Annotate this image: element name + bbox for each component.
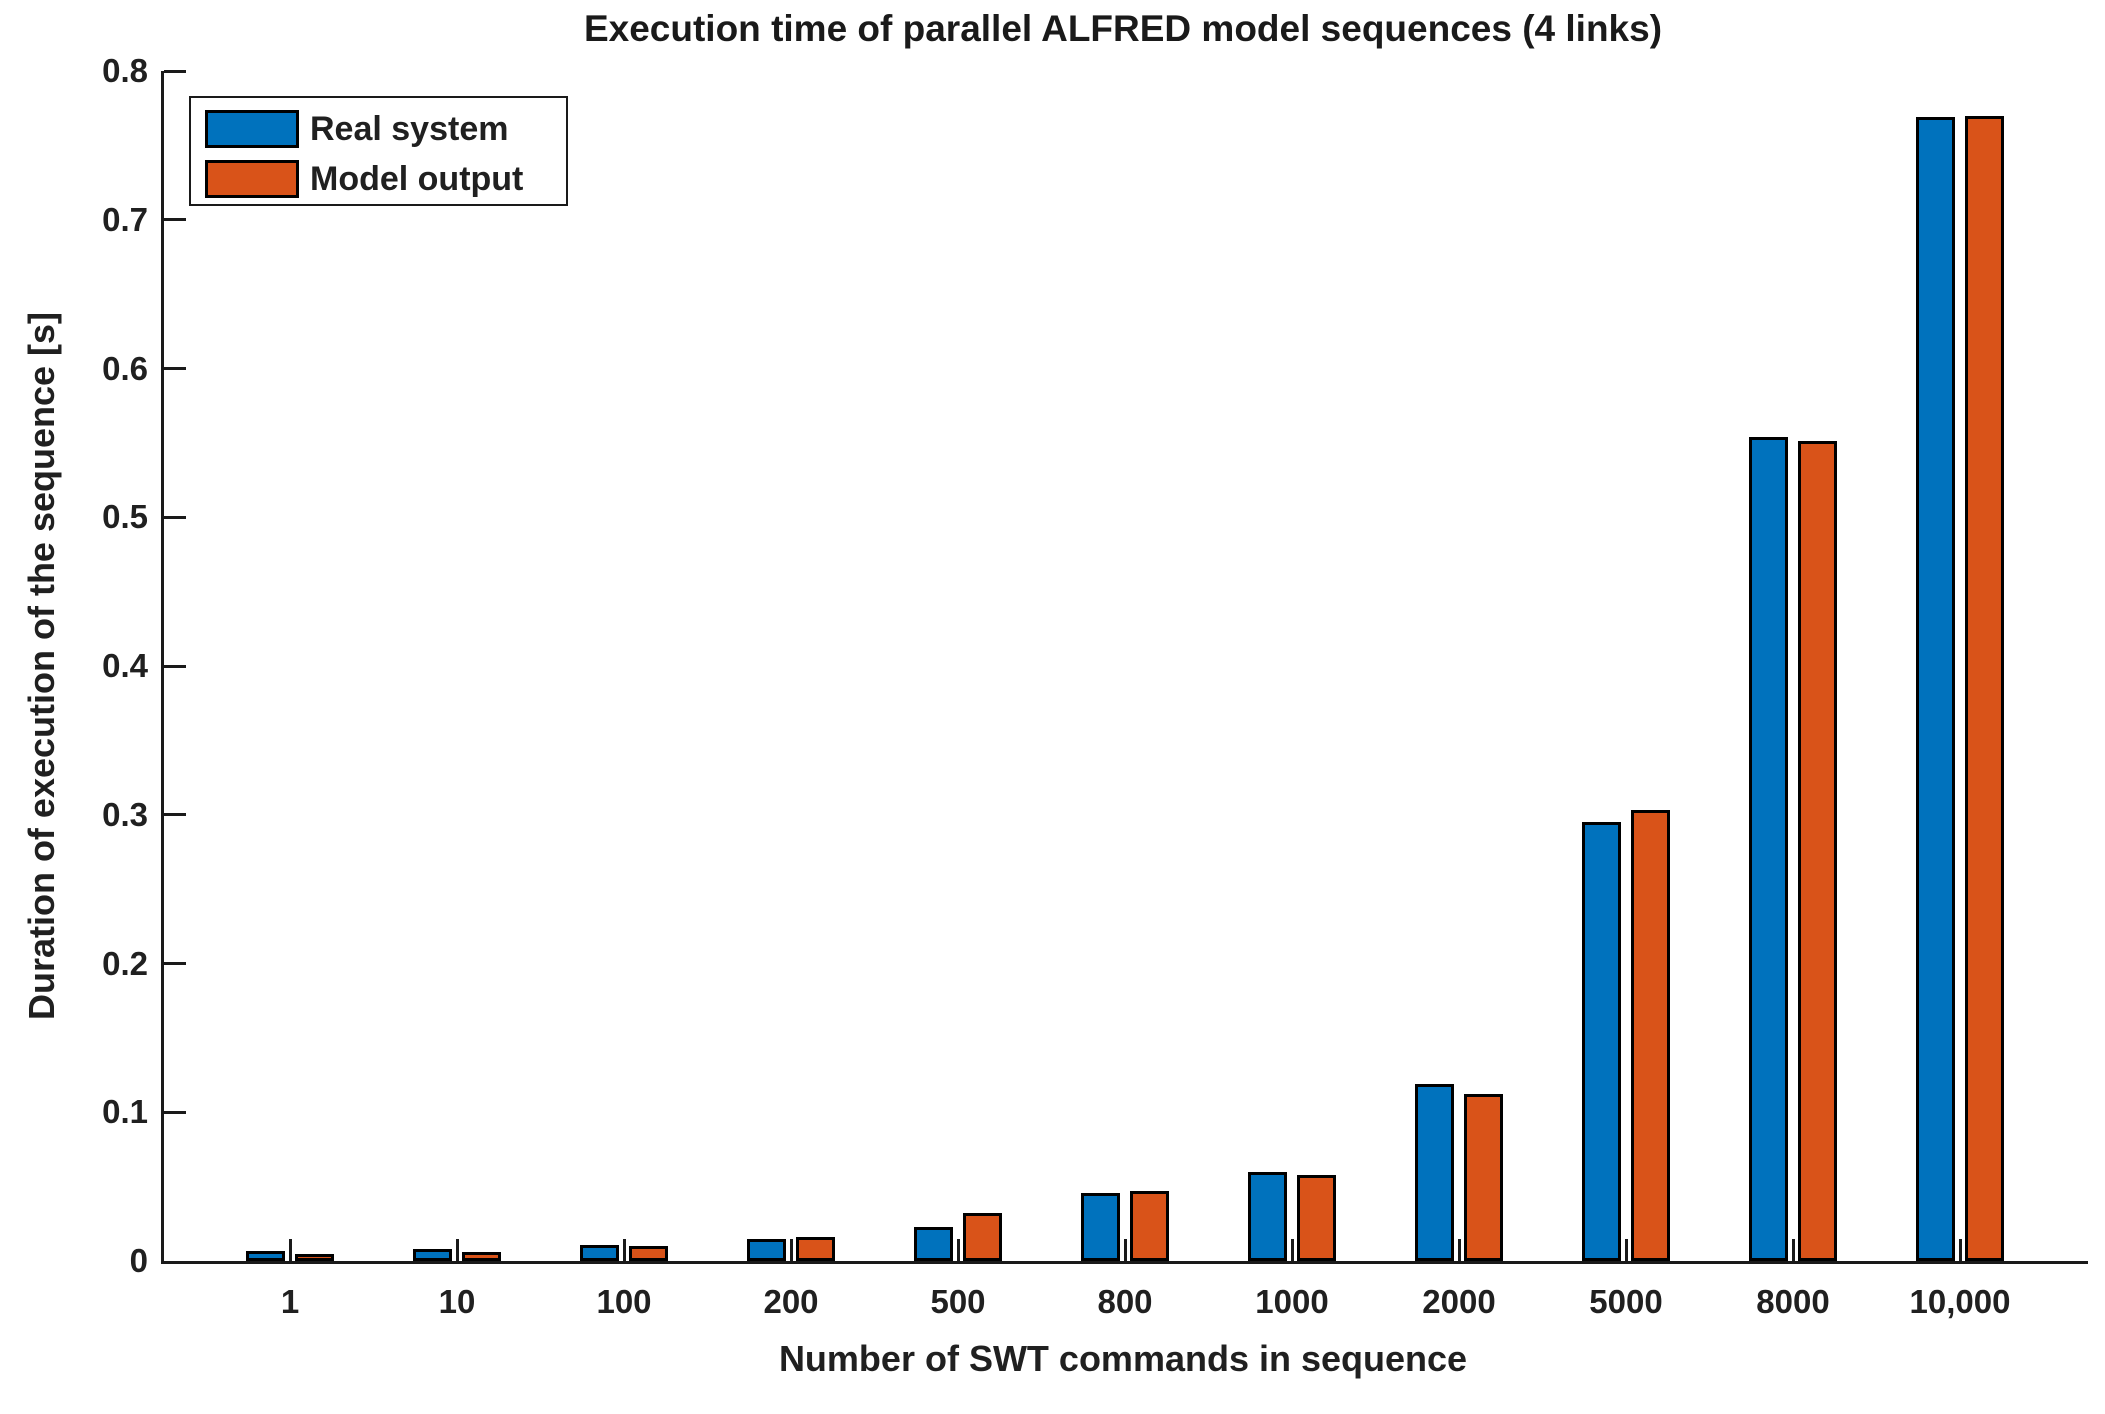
- y-axis-tick-0.1: [164, 1110, 186, 1114]
- x-axis-tick-5000: [1624, 1239, 1628, 1261]
- bar-real-system-100: [580, 1245, 619, 1261]
- plot-area: 0 0.1 0.2 0.3 0.4 0.5 0.6 0.7 0.8 1 10 100 200 500 800…: [102, 52, 2088, 1320]
- y-tick-label-0.1: 0.1: [102, 1093, 148, 1131]
- x-tick-label-8000: 8000: [1756, 1283, 1830, 1320]
- x-tick-label-800: 800: [1097, 1283, 1153, 1320]
- bar-model-output-200: [796, 1237, 835, 1261]
- bar-real-system-5000: [1582, 822, 1621, 1261]
- y-tick-label-0.7: 0.7: [102, 200, 148, 238]
- x-tick-label-500: 500: [930, 1283, 986, 1320]
- bar-model-output-5000: [1631, 810, 1670, 1261]
- bar-model-output-10: [462, 1252, 501, 1261]
- chart-title: Execution time of parallel ALFRED model …: [583, 8, 1663, 49]
- y-tick-label-0.4: 0.4: [102, 647, 148, 684]
- y-axis-tick-0.5: [164, 515, 186, 519]
- y-tick-label-0: 0: [129, 1242, 148, 1279]
- bar-real-system-1: [246, 1251, 285, 1261]
- x-tick-label-5000: 5000: [1589, 1283, 1663, 1320]
- bar-real-system-1000: [1248, 1172, 1287, 1261]
- x-axis-label: Number of SWT commands in sequence: [778, 1338, 1468, 1379]
- bar-real-system-2000: [1415, 1084, 1454, 1261]
- x-tick-label-2000: 2000: [1422, 1283, 1496, 1320]
- y-axis-tick-0.6: [164, 367, 186, 370]
- bar-real-system-10: [413, 1249, 452, 1261]
- x-axis-tick-1000: [1290, 1239, 1294, 1261]
- x-tick-label-1000: 1000: [1255, 1283, 1329, 1320]
- bar-model-output-1000: [1297, 1175, 1336, 1261]
- x-tick-label-200: 200: [763, 1283, 819, 1320]
- x-axis-tick-100: [622, 1239, 626, 1261]
- bar-real-system-8000: [1749, 437, 1788, 1261]
- y-axis-tick-0.4: [164, 664, 186, 668]
- x-tick-label-100: 100: [596, 1283, 652, 1320]
- x-axis-tick-1: [288, 1239, 292, 1261]
- bar-real-system-500: [914, 1227, 953, 1261]
- x-axis-tick-500: [956, 1239, 960, 1261]
- bar-real-system-10,000: [1916, 117, 1955, 1261]
- bar-model-output-2000: [1464, 1094, 1503, 1261]
- legend: Real system Model output: [189, 96, 568, 206]
- x-axis-tick-200: [789, 1239, 793, 1261]
- bar-model-output-100: [629, 1246, 668, 1261]
- legend-label: Model output: [310, 160, 524, 198]
- y-axis-tick-0.8: [164, 69, 186, 73]
- x-axis-tick-8000: [1791, 1239, 1795, 1261]
- x-axis-tick-800: [1123, 1239, 1127, 1261]
- bar-model-output-1: [295, 1254, 334, 1261]
- x-axis-tick-10: [455, 1239, 459, 1261]
- x-axis-tick-2000: [1457, 1239, 1461, 1261]
- y-axis-tick-0.2: [164, 962, 186, 965]
- legend-label: Real system: [310, 110, 509, 148]
- x-tick-label-10,000: 10,000: [1909, 1283, 2011, 1320]
- legend-item-1: Model output: [191, 154, 566, 204]
- y-tick-label-0.5: 0.5: [102, 498, 148, 536]
- bar-model-output-10,000: [1965, 116, 2004, 1261]
- bar-model-output-500: [963, 1213, 1002, 1261]
- bar-real-system-200: [747, 1239, 786, 1261]
- y-axis-tick-0.3: [164, 813, 186, 817]
- bar-model-output-800: [1130, 1191, 1169, 1261]
- y-tick-label-0.2: 0.2: [102, 944, 148, 982]
- y-tick-label-0.8: 0.8: [102, 52, 148, 89]
- x-tick-label-10: 10: [438, 1283, 476, 1320]
- bar-model-output-8000: [1798, 441, 1837, 1261]
- x-axis-tick-10,000: [1958, 1239, 1962, 1261]
- bar-real-system-800: [1081, 1193, 1120, 1261]
- legend-swatch-icon: [205, 160, 299, 198]
- x-tick-label-1: 1: [280, 1283, 300, 1320]
- y-tick-label-0.6: 0.6: [102, 349, 148, 387]
- legend-swatch-icon: [205, 110, 299, 148]
- y-tick-label-0.3: 0.3: [102, 795, 148, 833]
- legend-item-0: Real system: [191, 104, 566, 154]
- y-axis-tick-0.7: [164, 218, 186, 222]
